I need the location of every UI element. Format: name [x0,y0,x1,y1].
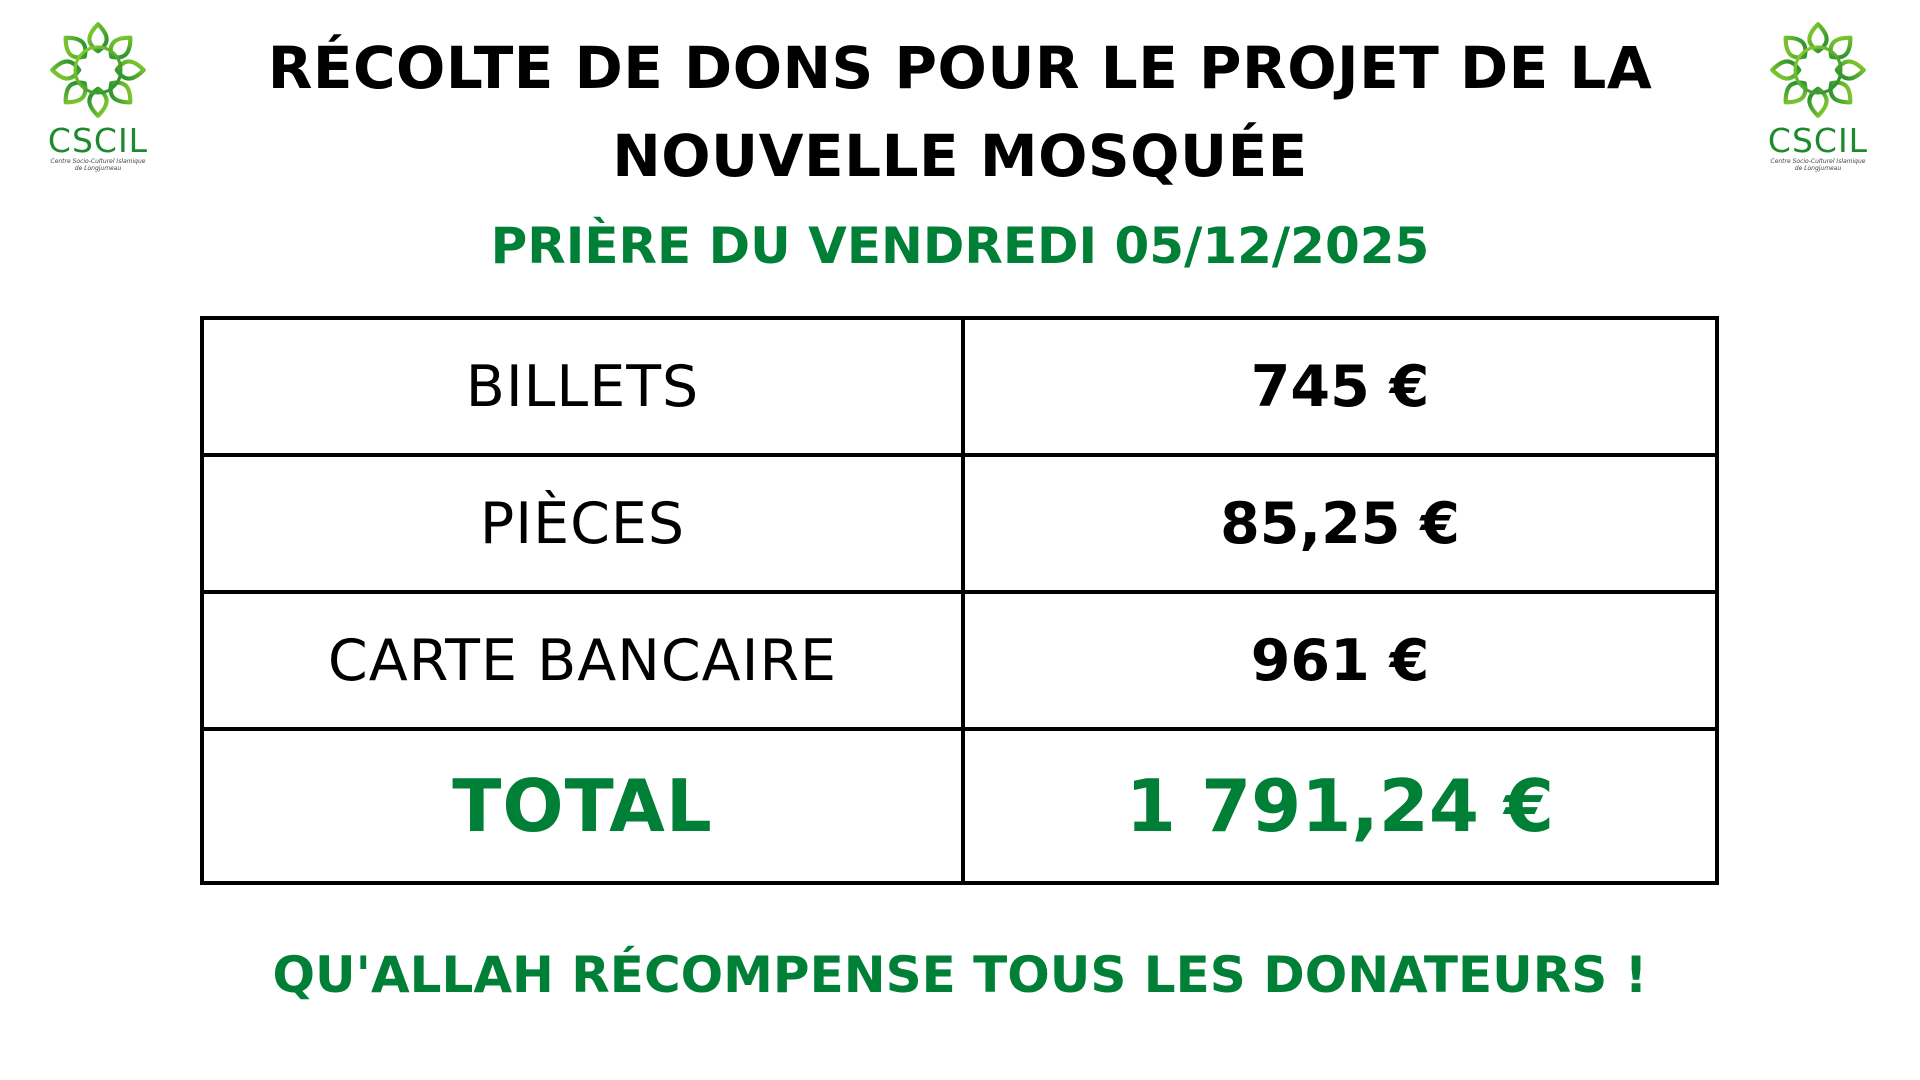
cscil-logo-left: CSCIL Centre Socio-Culturel Islamique de… [38,18,158,183]
row-value: 961 € [961,590,1719,731]
row-label: BILLETS [200,316,965,457]
title-line-2: NOUVELLE MOSQUÉE [612,122,1308,190]
logo-tagline-1: Centre Socio-Culturel Islamique [50,158,146,165]
flower-emblem-icon [1770,22,1866,118]
flower-emblem-icon [50,22,146,118]
title-line-1: RÉCOLTE DE DONS POUR LE PROJET DE LA [267,34,1653,102]
logo-tagline-2: de Longjumeau [74,165,122,172]
cscil-logo-right: CSCIL Centre Socio-Culturel Islamique de… [1758,18,1878,183]
row-label: PIÈCES [200,453,965,594]
row-label: CARTE BANCAIRE [200,590,965,731]
row-value: 745 € [961,316,1719,457]
total-label: TOTAL [200,727,965,885]
page-title: RÉCOLTE DE DONS POUR LE PROJET DE LA NOU… [0,24,1920,200]
logo-tagline-1: Centre Socio-Culturel Islamique [1770,158,1866,165]
logo-brand-name: CSCIL [1767,121,1869,160]
row-value: 85,25 € [961,453,1719,594]
footer-message: QU'ALLAH RÉCOMPENSE TOUS LES DONATEURS ! [272,946,1648,1004]
total-value: 1 791,24 € [961,727,1719,885]
table-row-total: TOTAL 1 791,24 € [200,727,1719,885]
logo-tagline-2: de Longjumeau [1794,165,1842,172]
donations-table: BILLETS 745 € PIÈCES 85,25 € CARTE BANCA… [200,316,1719,885]
table-row-carte-bancaire: CARTE BANCAIRE 961 € [200,590,1719,731]
logo-brand-name: CSCIL [47,121,149,160]
table-row-billets: BILLETS 745 € [200,316,1719,457]
page-subtitle-date: PRIÈRE DU VENDREDI 05/12/2025 [490,217,1430,275]
table-row-pieces: PIÈCES 85,25 € [200,453,1719,594]
